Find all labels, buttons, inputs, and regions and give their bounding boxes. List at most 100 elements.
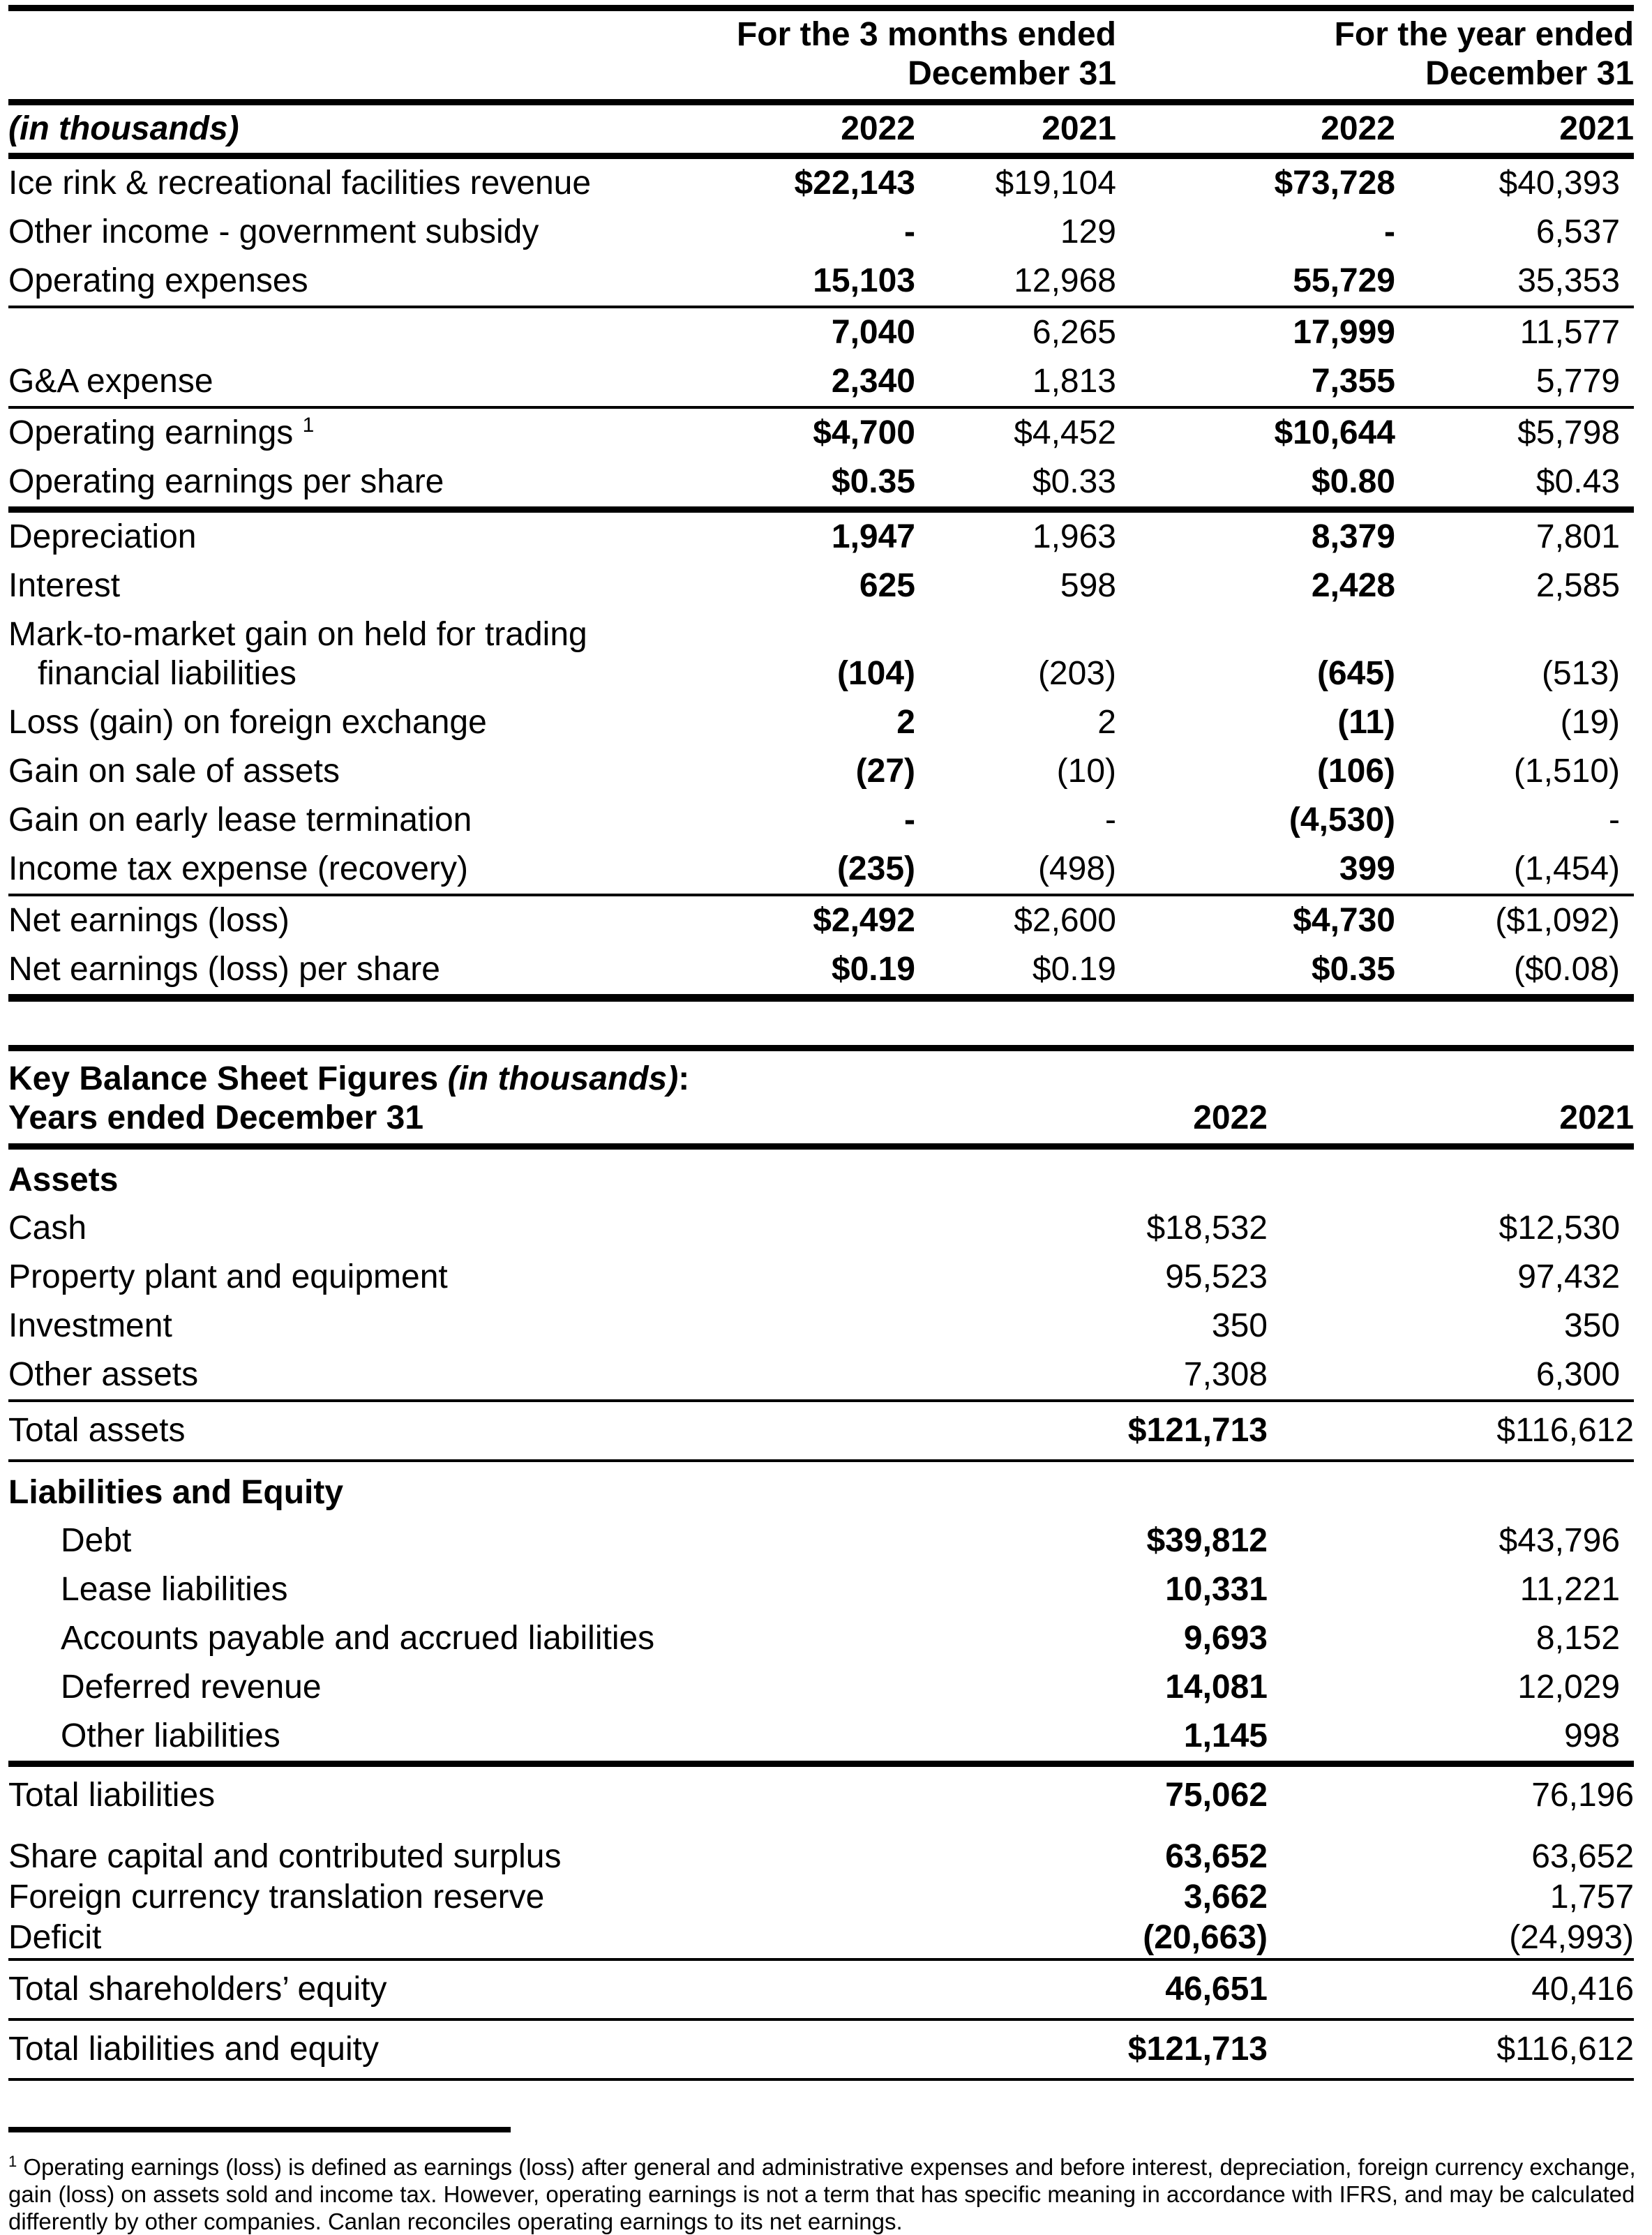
footnote: 1 Operating earnings (loss) is defined a… [8, 2153, 1642, 2235]
table-row: Gain on early lease termination - - (4,5… [8, 796, 1634, 845]
row-label: Other liabilities [8, 1712, 1027, 1767]
balance-sheet-title-row: Key Balance Sheet Figures (in thousands)… [8, 1048, 1634, 1099]
title-colon: : [678, 1060, 690, 1097]
value-cell: 17,999 [1293, 314, 1395, 351]
total-equity-row: Total shareholders’ equity 46,651 40,416 [8, 1959, 1635, 2021]
value-cell: 129 [1060, 213, 1116, 250]
year-header: 2022 [713, 102, 915, 159]
period-subheader-row: December 31 December 31 [8, 54, 1635, 105]
table-row: Deficit (20,663) (24,993) [8, 1918, 1635, 1961]
row-label: Total liabilities and equity [8, 2019, 1027, 2081]
value-cell: - [904, 213, 915, 250]
value-cell: (11) [1337, 704, 1395, 741]
income-statement-table: For the 3 months ended For the year ende… [8, 5, 1635, 1002]
value-cell: $4,452 [1014, 414, 1116, 451]
value-cell: 76,196 [1268, 1763, 1635, 1834]
value-cell: (27) [855, 753, 915, 790]
value-cell: 7,801 [1535, 518, 1621, 555]
value-cell: 8,379 [1311, 518, 1395, 555]
value-cell: 350 [1211, 1307, 1268, 1344]
value-cell: 998 [1268, 1712, 1635, 1767]
table-row: Cash $18,532 $12,530 [8, 1204, 1634, 1253]
row-label-line1: Mark-to-market gain on held for trading [8, 616, 587, 653]
value-cell: $116,612 [1268, 2019, 1635, 2081]
table-row: Income tax expense (recovery) (235) (498… [8, 845, 1635, 896]
value-cell: $43,796 [1499, 1522, 1621, 1559]
table-row: Share capital and contributed surplus 63… [8, 1830, 1634, 1877]
value-cell: 7,040 [831, 314, 915, 351]
row-label: Property plant and equipment [8, 1258, 448, 1295]
row-label: Income tax expense (recovery) [8, 845, 713, 896]
row-label: Gain on early lease termination [8, 802, 472, 838]
value-cell: (513) [1541, 655, 1621, 692]
footnote-marker: 1 [302, 414, 315, 437]
value-cell: 15,103 [713, 257, 915, 308]
value-cell: 14,081 [1165, 1669, 1268, 1706]
row-label: Cash [8, 1210, 87, 1247]
section-header-row: Assets [8, 1147, 1634, 1205]
value-cell: 11,577 [1519, 314, 1621, 351]
row-label: Accounts payable and accrued liabilities [61, 1620, 655, 1657]
year-header: 2021 [1268, 1099, 1635, 1150]
value-cell: (19) [1560, 704, 1621, 741]
row-label: Total liabilities [8, 1763, 1027, 1834]
value-cell: - [904, 802, 915, 838]
value-cell: $18,532 [1146, 1210, 1268, 1247]
value-cell: 2,428 [1311, 567, 1395, 604]
value-cell: - [1105, 802, 1116, 838]
table-row: Operating earnings per share $0.35 $0.33… [8, 458, 1635, 513]
value-cell: 12,029 [1517, 1669, 1621, 1706]
value-cell: 10,331 [1165, 1571, 1268, 1608]
row-label: Net earnings (loss) per share [8, 945, 713, 1002]
value-cell: $22,143 [794, 165, 915, 202]
balance-sheet-title: Key Balance Sheet Figures (in thousands)… [8, 1048, 1634, 1099]
row-label: Deficit [8, 1918, 1027, 1961]
row-label: Total shareholders’ equity [8, 1959, 1027, 2021]
total-assets-row: Total assets $121,713 $116,612 [8, 1401, 1635, 1462]
table-row: Foreign currency translation reserve 3,6… [8, 1877, 1634, 1918]
value-cell: - [1384, 213, 1395, 250]
value-cell: (645) [1316, 655, 1395, 692]
row-label: Other assets [8, 1350, 1027, 1402]
table-row: Operating expenses 15,103 12,968 55,729 … [8, 257, 1635, 308]
table-row: Property plant and equipment 95,523 97,4… [8, 1253, 1634, 1302]
total-liabilities-equity-row: Total liabilities and equity $121,713 $1… [8, 2019, 1635, 2081]
value-cell: 7,355 [1116, 357, 1395, 409]
value-cell: $10,644 [1274, 414, 1395, 451]
value-cell: 2 [896, 704, 915, 741]
value-cell: (10) [1056, 753, 1116, 790]
value-cell: ($0.08) [1395, 945, 1635, 1002]
table-row: Lease liabilities 10,331 11,221 [8, 1565, 1634, 1614]
row-label: Other income - government subsidy [8, 213, 539, 250]
row-label: Debt [61, 1522, 132, 1559]
liabilities-section-header: Liabilities and Equity [8, 1474, 344, 1511]
value-cell: $2,492 [813, 902, 915, 939]
value-cell: 2,340 [713, 357, 915, 409]
value-cell: (1,454) [1395, 845, 1635, 896]
value-cell: 6,300 [1268, 1350, 1635, 1402]
section-header-row: Liabilities and Equity [8, 1461, 1634, 1517]
row-label-line2: financial liabilities [38, 655, 296, 692]
value-cell: 97,432 [1517, 1258, 1621, 1295]
value-cell: $0.19 [713, 945, 915, 1002]
value-cell: 6,537 [1535, 213, 1621, 250]
value-cell: 8,152 [1535, 1620, 1621, 1657]
row-label: Deferred revenue [61, 1669, 322, 1706]
value-cell: 46,651 [1027, 1959, 1268, 2021]
value-cell: $121,713 [1027, 1401, 1268, 1462]
row-label [8, 307, 713, 357]
value-cell: 55,729 [1116, 257, 1395, 308]
year-header: 2022 [1027, 1099, 1268, 1150]
value-cell: 7,308 [1027, 1350, 1268, 1402]
table-row: Depreciation 1,947 1,963 8,379 7,801 [8, 510, 1634, 562]
value-cell: (104) [836, 655, 915, 692]
year-header: 2021 [915, 102, 1116, 159]
value-cell: $0.80 [1116, 458, 1395, 513]
period-date-3-months: December 31 [713, 54, 1116, 105]
row-label: Depreciation [8, 518, 197, 555]
value-cell: $73,728 [1274, 165, 1395, 202]
value-cell: 1,145 [1027, 1712, 1268, 1767]
row-label: Operating earnings 1 [8, 407, 713, 458]
value-cell: $4,700 [813, 414, 915, 451]
